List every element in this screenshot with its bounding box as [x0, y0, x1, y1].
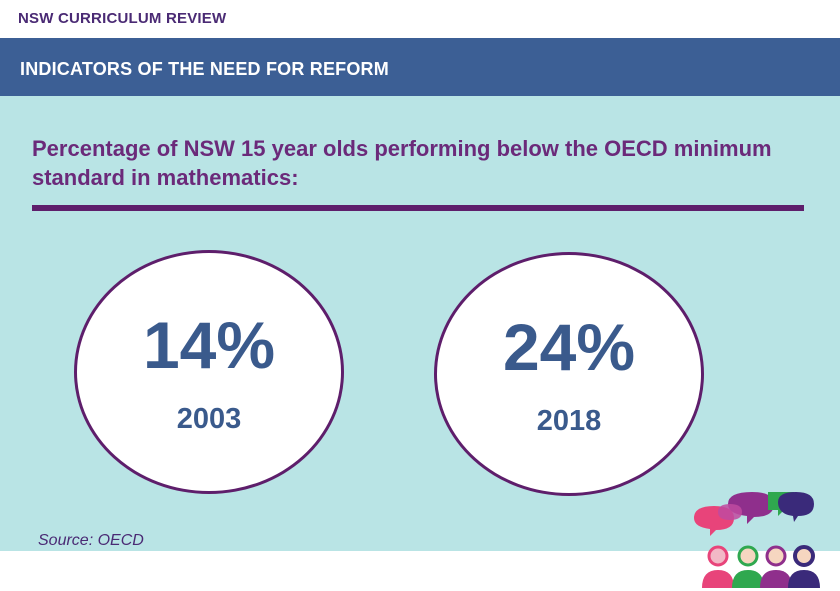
stat-circle-2018: 24% 2018 [434, 252, 704, 496]
source-note: Source: OECD [38, 532, 144, 549]
banner-title: INDICATORS OF THE NEED FOR REFORM [20, 59, 389, 79]
divider-rule [32, 205, 804, 211]
title-banner: INDICATORS OF THE NEED FOR REFORM [0, 38, 840, 96]
footer-strip [0, 551, 840, 591]
header-label: NSW CURRICULUM REVIEW [18, 10, 227, 27]
headline: Percentage of NSW 15 year olds performin… [32, 136, 772, 190]
stat-value: 24% [502, 310, 636, 384]
speech-bubbles-people-icon [694, 492, 820, 588]
stat-circle-2003: 14% 2003 [74, 250, 344, 494]
stat-value: 14% [142, 308, 276, 382]
stat-year: 2018 [536, 405, 602, 437]
stat-year: 2003 [176, 403, 242, 435]
